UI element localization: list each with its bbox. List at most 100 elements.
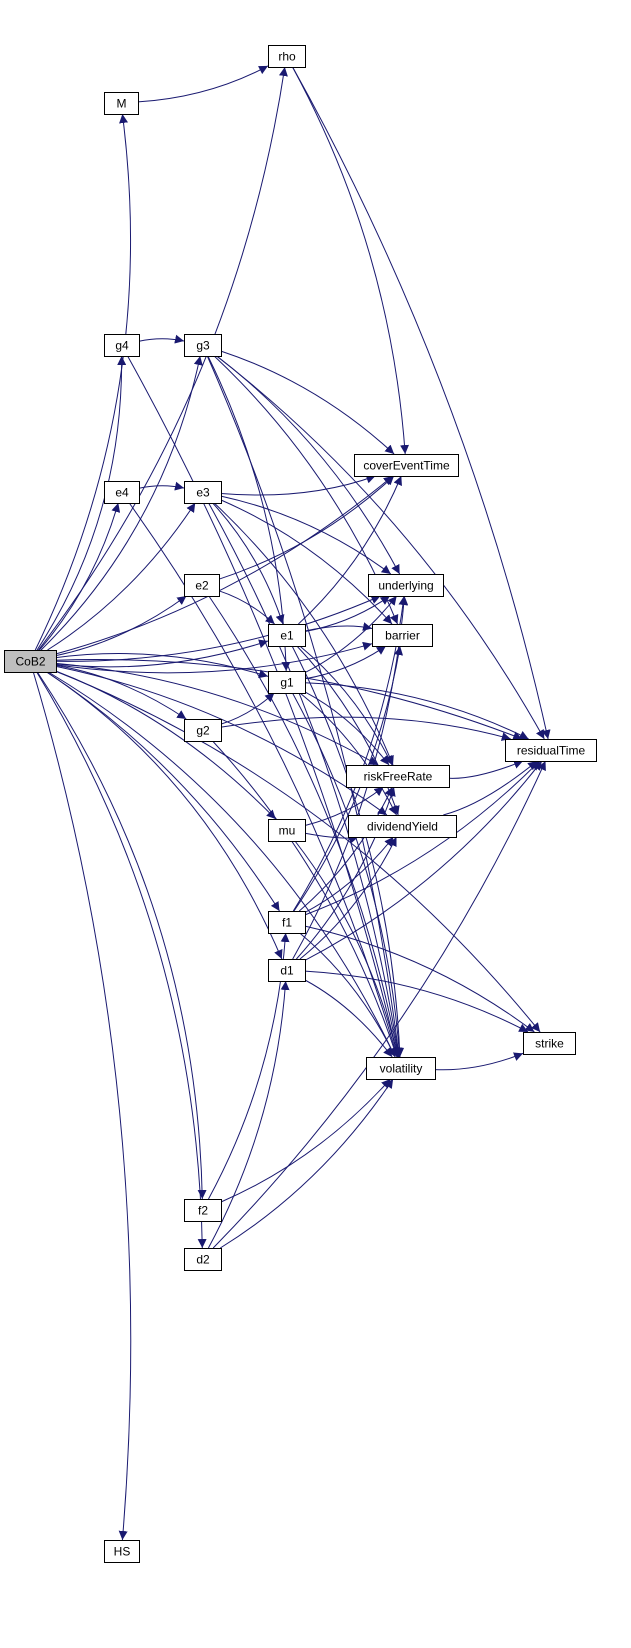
edge-d2-to-residualTime	[212, 760, 546, 1249]
node-label-volatility: volatility	[380, 1062, 423, 1076]
node-box-strike	[523, 1032, 576, 1055]
node-g4[interactable]: g4	[104, 334, 140, 357]
edge-CoB2-to-rho	[38, 66, 288, 651]
node-box-e1	[268, 624, 306, 647]
node-label-strike: strike	[535, 1037, 564, 1051]
node-g2[interactable]: g2	[184, 719, 222, 742]
node-box-g3	[184, 334, 222, 357]
edge-CoB2-to-mu	[55, 670, 277, 820]
node-dividendYield[interactable]: dividendYield	[348, 815, 457, 838]
node-box-d1	[268, 959, 306, 982]
node-barrier[interactable]: barrier	[372, 624, 433, 647]
edge-CoB2-to-g3	[40, 355, 203, 651]
edge-CoB2-to-coverEventTime	[55, 475, 394, 655]
node-e3[interactable]: e3	[184, 481, 222, 504]
node-box-HS	[104, 1540, 140, 1563]
node-label-g3: g3	[196, 339, 210, 353]
node-d2[interactable]: d2	[184, 1248, 222, 1271]
node-label-M: M	[117, 97, 127, 111]
edge-CoB2-to-e4	[39, 502, 121, 651]
edge-d1-to-strike	[304, 970, 529, 1033]
node-M[interactable]: M	[104, 92, 139, 115]
node-label-g2: g2	[196, 724, 210, 738]
node-e1[interactable]: e1	[268, 624, 306, 647]
node-label-e2: e2	[195, 579, 209, 593]
edge-e3-to-underlying	[220, 495, 392, 575]
edge-CoB2-to-g2	[55, 664, 187, 720]
edge-CoB2-to-barrier	[55, 641, 373, 674]
node-box-rho	[268, 45, 306, 68]
edge-dividendYield-to-residualTime	[443, 760, 538, 816]
node-underlying[interactable]: underlying	[368, 574, 444, 597]
edge-d1-to-volatility	[304, 979, 393, 1058]
edge-g1-to-underlying	[304, 595, 398, 674]
node-d1[interactable]: d1	[268, 959, 306, 982]
edge-f1-to-dividendYield	[304, 836, 394, 913]
node-label-rho: rho	[278, 50, 296, 64]
edge-e3-to-riskFreeRate	[213, 502, 394, 766]
edge-CoB2-to-volatility	[48, 671, 396, 1058]
edge-CoB2-to-f1	[46, 671, 280, 912]
node-g1[interactable]: g1	[268, 671, 306, 694]
edge-g1-to-barrier	[304, 645, 387, 680]
edge-f1-to-riskFreeRate	[298, 786, 393, 912]
node-HS[interactable]: HS	[104, 1540, 140, 1563]
edge-e1-to-coverEventTime	[298, 475, 402, 625]
edge-CoB2-to-d2	[36, 671, 207, 1249]
edge-CoB2-to-g1	[55, 653, 269, 679]
node-CoB2[interactable]: CoB2	[4, 650, 57, 673]
node-g3[interactable]: g3	[184, 334, 222, 357]
edge-g3-to-coverEventTime	[220, 350, 395, 455]
edge-f1-to-residualTime	[304, 760, 540, 916]
node-volatility[interactable]: volatility	[366, 1057, 436, 1080]
edge-e1-to-barrier	[304, 622, 373, 632]
edge-e1-to-riskFreeRate	[299, 645, 393, 766]
node-strike[interactable]: strike	[523, 1032, 576, 1055]
edge-g1-to-volatility	[292, 692, 404, 1058]
nodes-layer: CoB2 rho Mg4 g3 coverEventTime e4 e3 underlying…	[4, 45, 597, 1563]
node-f1[interactable]: f1	[268, 911, 306, 934]
node-box-g4	[104, 334, 140, 357]
edge-CoB2-to-f2	[36, 671, 207, 1200]
edge-M-to-rho	[137, 65, 269, 103]
node-label-f1: f1	[282, 916, 292, 930]
node-e2[interactable]: e2	[184, 574, 220, 597]
edge-d2-to-d1	[207, 980, 290, 1249]
edge-g1-to-riskFreeRate	[304, 691, 390, 766]
node-label-barrier: barrier	[385, 629, 420, 643]
node-f2[interactable]: f2	[184, 1199, 222, 1222]
node-label-CoB2: CoB2	[15, 655, 45, 669]
edge-volatility-to-strike	[434, 1052, 524, 1071]
node-label-HS: HS	[114, 1545, 131, 1559]
edge-e3-to-barrier	[220, 499, 393, 625]
edge-e2-to-e1	[218, 590, 275, 625]
node-box-f1	[268, 911, 306, 934]
edge-g1-to-residualTime	[304, 682, 529, 740]
node-label-e4: e4	[115, 486, 129, 500]
node-rho[interactable]: rho	[268, 45, 306, 68]
node-label-g1: g1	[280, 676, 294, 690]
node-box-coverEventTime	[354, 454, 459, 477]
node-mu[interactable]: mu	[268, 819, 306, 842]
node-label-underlying: underlying	[378, 579, 433, 593]
node-label-dividendYield: dividendYield	[367, 820, 438, 834]
edge-g1-to-dividendYield	[299, 692, 397, 816]
node-riskFreeRate[interactable]: riskFreeRate	[346, 765, 450, 788]
edge-e2-to-coverEventTime	[218, 475, 395, 580]
node-label-e3: e3	[196, 486, 210, 500]
node-box-barrier	[372, 624, 433, 647]
node-label-f2: f2	[198, 1204, 208, 1218]
node-label-mu: mu	[279, 824, 296, 838]
node-label-riskFreeRate: riskFreeRate	[364, 770, 433, 784]
node-box-residualTime	[505, 739, 597, 762]
node-e4[interactable]: e4	[104, 481, 140, 504]
edge-g3-to-residualTime	[216, 355, 545, 740]
node-box-e4	[104, 481, 140, 504]
edge-CoB2-to-underlying	[55, 595, 381, 662]
node-residualTime[interactable]: residualTime	[505, 739, 597, 762]
edge-e3-to-volatility	[208, 502, 402, 1058]
edge-d2-to-volatility	[220, 1078, 394, 1249]
node-box-CoB2	[4, 650, 57, 673]
node-coverEventTime[interactable]: coverEventTime	[354, 454, 459, 477]
node-box-M	[104, 92, 139, 115]
